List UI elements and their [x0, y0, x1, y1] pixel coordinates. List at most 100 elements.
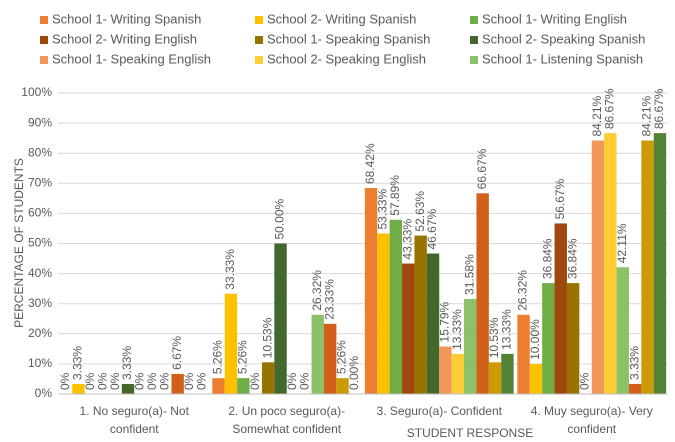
data-label: 86.67% [603, 88, 617, 129]
y-tick-label: 10% [28, 356, 52, 370]
data-label: 68.42% [363, 143, 377, 184]
bar [72, 383, 85, 394]
legend-label: School 1- Speaking Spanish [267, 31, 430, 46]
data-label: 10.53% [487, 317, 501, 358]
data-label: 0% [195, 372, 209, 390]
x-tick-label: 1. No seguro(a)- Not confident [80, 404, 190, 436]
y-tick-label: 60% [28, 206, 52, 220]
legend-swatch [470, 16, 478, 24]
legend-label: School 1- Writing Spanish [52, 11, 201, 26]
data-label: 36.84% [541, 238, 555, 279]
data-label: 31.58% [462, 254, 476, 295]
bar [171, 373, 184, 394]
data-label: 0% [58, 372, 72, 390]
data-label: 0% [248, 372, 262, 390]
y-tick-label: 80% [28, 145, 52, 159]
legend-swatch [470, 56, 478, 64]
y-tick-label: 50% [28, 236, 52, 250]
legend-swatch [470, 36, 478, 44]
y-tick-label: 20% [28, 326, 52, 340]
bar [311, 314, 324, 394]
y-tick-label: 90% [28, 115, 52, 129]
bar [377, 233, 390, 394]
bar [476, 193, 489, 394]
data-label: 5.26% [335, 340, 349, 374]
data-label: 43.33% [400, 219, 414, 260]
bar [364, 188, 378, 394]
bar [323, 323, 337, 394]
data-label: 0% [578, 372, 592, 390]
bar [616, 267, 629, 394]
bar [389, 219, 403, 394]
legend-swatch [40, 16, 48, 24]
data-label: 53.33% [376, 188, 390, 229]
data-label: 26.32% [310, 270, 324, 311]
data-label: 3.33% [627, 346, 641, 380]
data-label: 0.00% [347, 356, 361, 390]
bar [414, 235, 427, 394]
legend-swatch [255, 16, 263, 24]
bar [604, 133, 617, 395]
data-label: 0% [95, 372, 109, 390]
data-label: 0% [145, 372, 159, 390]
data-label: 3.33% [71, 346, 85, 380]
data-label: 33.33% [223, 249, 237, 290]
bar [261, 362, 275, 394]
bar [439, 346, 452, 394]
bar [501, 353, 514, 394]
data-label: 0% [157, 372, 171, 390]
data-label: 42.11% [615, 223, 629, 263]
data-label: 84.21% [640, 95, 654, 136]
data-label: 86.67% [652, 88, 666, 129]
bar [542, 283, 555, 394]
data-label: 15.79% [438, 301, 452, 342]
y-tick-label: 100% [21, 85, 52, 99]
legend-label: School 1- Speaking English [52, 51, 211, 66]
data-label: 26.32% [516, 270, 530, 311]
data-label: 46.67% [425, 208, 439, 249]
bar [212, 378, 225, 394]
data-label: 0% [285, 372, 299, 390]
legend-label: School 2- Speaking English [267, 51, 426, 66]
bar [464, 298, 477, 394]
bar [488, 362, 502, 394]
y-tick-label: 30% [28, 296, 52, 310]
data-label: 57.89% [388, 175, 402, 216]
x-tick-label: 2. Un poco seguro(a)-Somewhat confident [228, 404, 345, 436]
data-label: 50.00% [273, 198, 287, 239]
bar [591, 140, 605, 394]
data-label: 84.21% [590, 95, 604, 136]
data-label: 66.67% [475, 148, 489, 189]
bar [402, 263, 415, 394]
data-label: 5.26% [236, 340, 250, 374]
data-label: 13.33% [450, 309, 464, 350]
legend-swatch [255, 56, 263, 64]
bar [426, 253, 440, 394]
x-tick-label: 3. Seguro(a)- Confident [377, 404, 503, 418]
data-label: 36.84% [565, 238, 579, 279]
data-label: 0% [133, 372, 147, 390]
x-tick-label: 4. Muy seguro(a)- Very confident [531, 404, 653, 436]
bar [224, 293, 238, 394]
bar [641, 140, 654, 394]
legend-label: School 1- Writing English [482, 11, 627, 26]
legend-label: School 2- Writing Spanish [267, 11, 416, 26]
data-label: 10.00% [528, 319, 542, 360]
legend-label: School 1- Listening Spanish [482, 51, 643, 66]
data-label: 0% [108, 372, 122, 390]
bar [628, 383, 642, 394]
bar [653, 133, 667, 395]
y-tick-label: 70% [28, 175, 52, 189]
bar [274, 243, 287, 394]
y-axis-title: PERCENTAGE OF STUDENTS [12, 158, 26, 328]
bar [529, 363, 543, 394]
bar [237, 378, 250, 394]
legend-label: School 2- Writing English [52, 31, 197, 46]
data-label: 0% [298, 372, 312, 390]
legend-swatch [40, 56, 48, 64]
data-label: 56.67% [553, 178, 567, 219]
y-tick-label: 0% [35, 386, 53, 400]
bar [451, 353, 465, 394]
data-label: 5.26% [211, 340, 225, 374]
bar [121, 383, 135, 394]
